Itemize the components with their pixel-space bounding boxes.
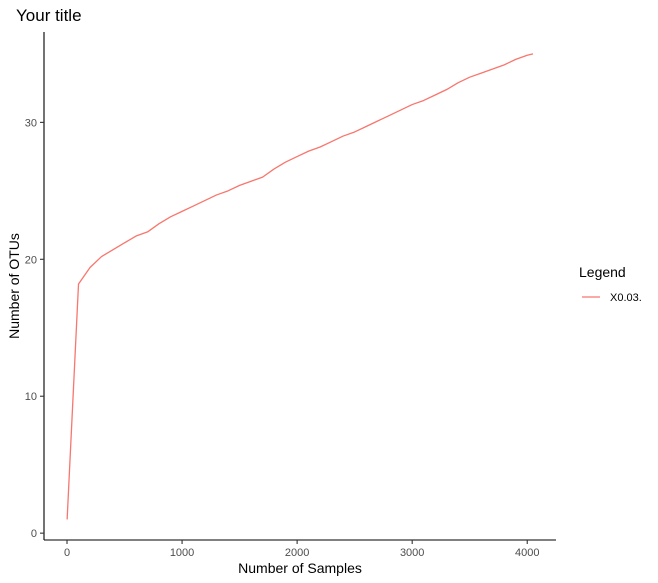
y-tick-label: 20 xyxy=(25,254,37,266)
y-axis-ticks: 0 10 20 30 xyxy=(25,117,44,540)
x-tick-label: 2000 xyxy=(285,547,309,559)
legend-title: Legend xyxy=(579,264,626,280)
y-axis-title: Number of OTUs xyxy=(6,233,22,339)
x-tick-label: 4000 xyxy=(515,547,539,559)
y-tick-label: 0 xyxy=(31,528,37,540)
y-tick-label: 10 xyxy=(25,391,37,403)
x-tick-label: 1000 xyxy=(170,547,194,559)
y-tick-label: 30 xyxy=(25,117,37,129)
x-tick-label: 3000 xyxy=(400,547,424,559)
series-line xyxy=(66,53,534,520)
plot-area xyxy=(66,53,534,520)
x-axis-ticks: 0 1000 2000 3000 4000 xyxy=(64,540,539,559)
chart-title: Your title xyxy=(16,6,82,25)
x-tick-label: 0 xyxy=(64,547,70,559)
x-axis-title: Number of Samples xyxy=(238,560,362,576)
legend-label: X0.03. xyxy=(610,292,642,304)
legend: Legend X0.03. xyxy=(579,264,642,304)
